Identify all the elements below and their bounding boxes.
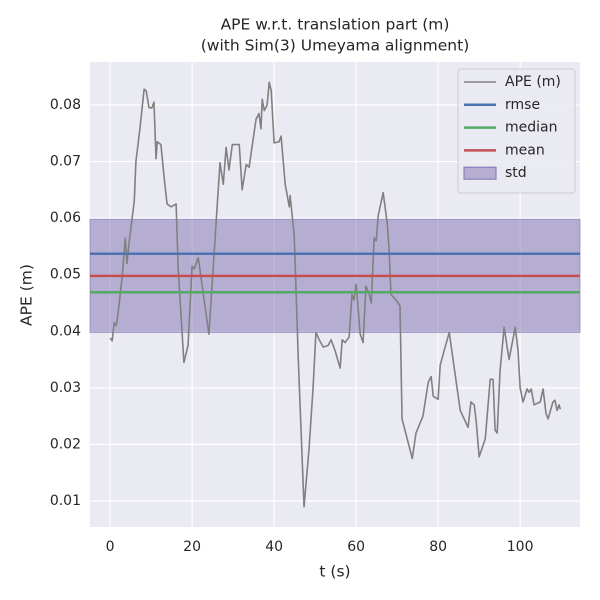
legend-swatch	[463, 166, 497, 180]
chart-subtitle: (with Sim(3) Umeyama alignment)	[201, 37, 470, 55]
x-tick-label: 100	[507, 539, 534, 555]
y-tick-label: 0.06	[50, 210, 81, 226]
y-axis-label: APE (m)	[18, 264, 36, 326]
legend: APE (m) rmse median mean std	[457, 68, 576, 194]
x-tick-label: 40	[265, 539, 283, 555]
y-tick-label: 0.07	[50, 154, 81, 170]
legend-label: mean	[505, 142, 545, 158]
x-axis-label: t (s)	[319, 563, 350, 581]
data-line	[109, 81, 562, 508]
legend-label: rmse	[505, 97, 540, 113]
y-tick-label: 0.03	[50, 380, 81, 396]
x-tick-label: 60	[347, 539, 365, 555]
x-tick-label: 20	[183, 539, 201, 555]
y-tick-label: 0.02	[50, 436, 81, 452]
y-tick-label: 0.05	[50, 267, 81, 283]
legend-label: median	[505, 120, 557, 136]
chart-title: APE w.r.t. translation part (m)	[221, 16, 450, 34]
legend-label: std	[505, 165, 527, 181]
y-tick-label: 0.04	[50, 323, 81, 339]
y-tick-label: 0.01	[50, 493, 81, 509]
legend-label: APE (m)	[505, 74, 561, 90]
x-tick-label: 80	[429, 539, 447, 555]
x-tick-label: 0	[106, 539, 115, 555]
marks	[89, 81, 581, 508]
y-tick-label: 0.08	[50, 97, 81, 113]
legend-box	[457, 68, 576, 194]
